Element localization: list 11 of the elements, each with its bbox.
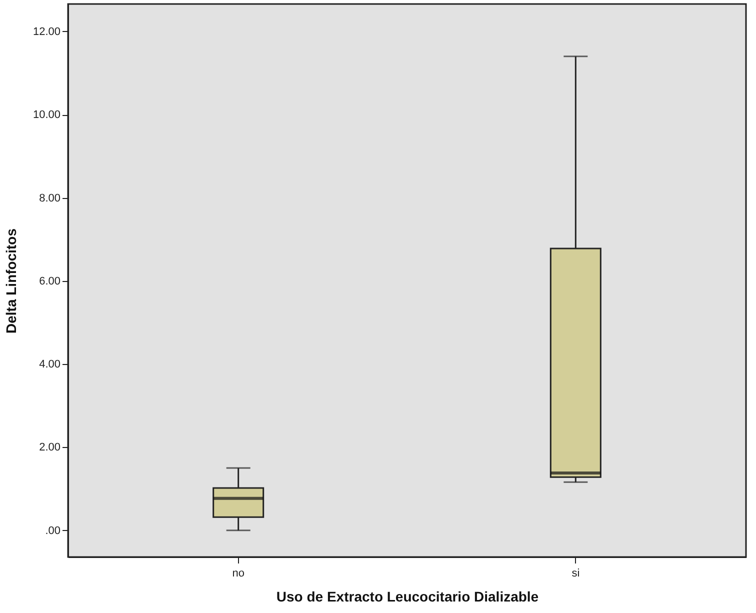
x-tick-label: si <box>572 568 580 580</box>
y-tick-label: 2.00 <box>39 442 60 454</box>
y-axis-title: Delta Linfocitos <box>2 228 19 334</box>
x-tick-label: no <box>232 568 244 580</box>
y-tick-label: .00 <box>45 524 60 537</box>
x-axis-title: Uso de Extracto Leucocitario Dializable <box>276 588 539 604</box>
y-tick-label: 8.00 <box>39 192 60 204</box>
y-tick-label: 12.00 <box>32 26 60 38</box>
y-tick-label: 4.00 <box>39 358 60 371</box>
y-tick-label: 10.00 <box>32 109 60 122</box>
y-tick-label: 6.00 <box>39 275 60 288</box>
